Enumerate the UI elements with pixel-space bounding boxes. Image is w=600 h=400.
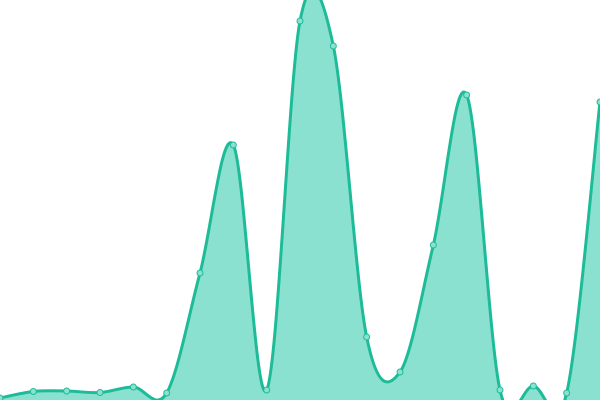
data-point [429, 241, 437, 249]
data-point [296, 17, 304, 25]
data-point [129, 383, 137, 391]
data-point [29, 388, 37, 395]
data-point [63, 387, 71, 395]
data-points [0, 17, 600, 400]
data-point [229, 141, 237, 149]
data-point [396, 368, 404, 376]
data-point [0, 394, 4, 400]
data-point [496, 386, 504, 394]
data-point [96, 389, 104, 396]
data-point [163, 389, 171, 397]
data-point [196, 269, 204, 277]
data-point [563, 389, 571, 397]
data-point [363, 333, 371, 341]
data-point [529, 382, 537, 390]
data-point [463, 91, 471, 99]
data-point [329, 42, 337, 50]
data-point [596, 98, 600, 106]
data-point [263, 386, 271, 394]
